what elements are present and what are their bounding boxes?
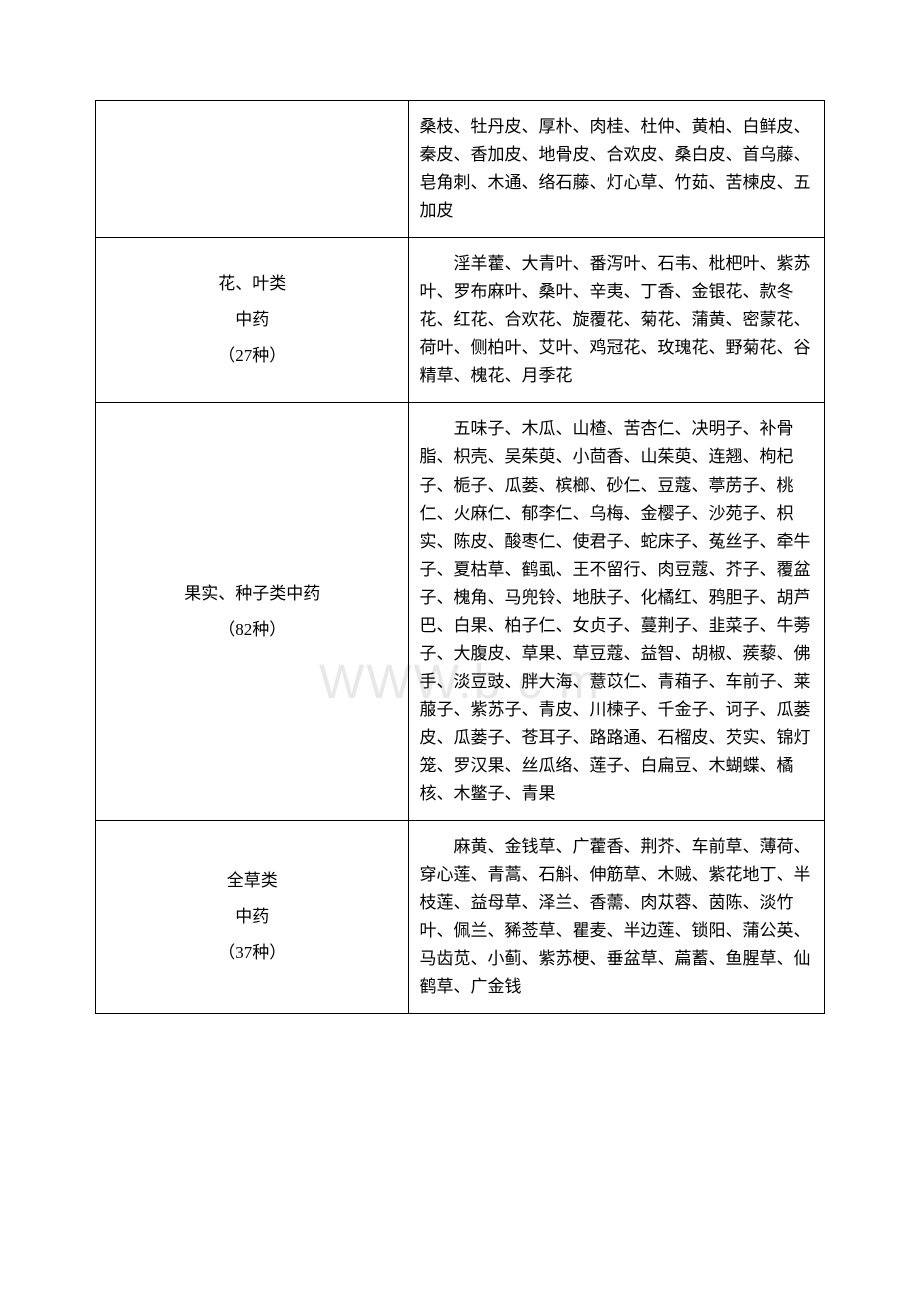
category-line: （82种） xyxy=(106,616,398,644)
table-row: 果实、种子类中药 （82种） 五味子、木瓜、山楂、苦杏仁、决明子、补骨脂、枳壳、… xyxy=(96,403,825,821)
category-line: （27种） xyxy=(106,342,398,370)
category-line: 果实、种子类中药 xyxy=(106,580,398,608)
content-text: 麻黄、金钱草、广藿香、荆芥、车前草、薄荷、穿心莲、青蒿、石斛、伸筋草、木贼、紫花… xyxy=(419,833,814,1001)
table-body: 桑枝、牡丹皮、厚朴、肉桂、杜仲、黄柏、白鲜皮、秦皮、香加皮、地骨皮、合欢皮、桑白… xyxy=(96,101,825,1014)
content-cell-2: 五味子、木瓜、山楂、苦杏仁、决明子、补骨脂、枳壳、吴茱萸、小茴香、山茱萸、连翘、… xyxy=(409,403,825,821)
content-text: 五味子、木瓜、山楂、苦杏仁、决明子、补骨脂、枳壳、吴茱萸、小茴香、山茱萸、连翘、… xyxy=(419,415,814,808)
medicine-table: 桑枝、牡丹皮、厚朴、肉桂、杜仲、黄柏、白鲜皮、秦皮、香加皮、地骨皮、合欢皮、桑白… xyxy=(95,100,825,1014)
category-line: （37种） xyxy=(106,939,398,967)
category-cell-1: 花、叶类 中药 （27种） xyxy=(96,238,409,403)
table-row: 花、叶类 中药 （27种） 淫羊藿、大青叶、番泻叶、石韦、枇杷叶、紫苏叶、罗布麻… xyxy=(96,238,825,403)
category-line: 中药 xyxy=(106,903,398,931)
content-cell-1: 淫羊藿、大青叶、番泻叶、石韦、枇杷叶、紫苏叶、罗布麻叶、桑叶、辛夷、丁香、金银花… xyxy=(409,238,825,403)
table-row: 桑枝、牡丹皮、厚朴、肉桂、杜仲、黄柏、白鲜皮、秦皮、香加皮、地骨皮、合欢皮、桑白… xyxy=(96,101,825,238)
category-line: 中药 xyxy=(106,306,398,334)
table-row: 全草类 中药 （37种） 麻黄、金钱草、广藿香、荆芥、车前草、薄荷、穿心莲、青蒿… xyxy=(96,821,825,1014)
category-line: 花、叶类 xyxy=(106,270,398,298)
category-cell-0 xyxy=(96,101,409,238)
content-cell-3: 麻黄、金钱草、广藿香、荆芥、车前草、薄荷、穿心莲、青蒿、石斛、伸筋草、木贼、紫花… xyxy=(409,821,825,1014)
content-text: 淫羊藿、大青叶、番泻叶、石韦、枇杷叶、紫苏叶、罗布麻叶、桑叶、辛夷、丁香、金银花… xyxy=(419,250,814,390)
category-cell-2: 果实、种子类中药 （82种） xyxy=(96,403,409,821)
category-line: 全草类 xyxy=(106,867,398,895)
content-cell-0: 桑枝、牡丹皮、厚朴、肉桂、杜仲、黄柏、白鲜皮、秦皮、香加皮、地骨皮、合欢皮、桑白… xyxy=(409,101,825,238)
category-cell-3: 全草类 中药 （37种） xyxy=(96,821,409,1014)
